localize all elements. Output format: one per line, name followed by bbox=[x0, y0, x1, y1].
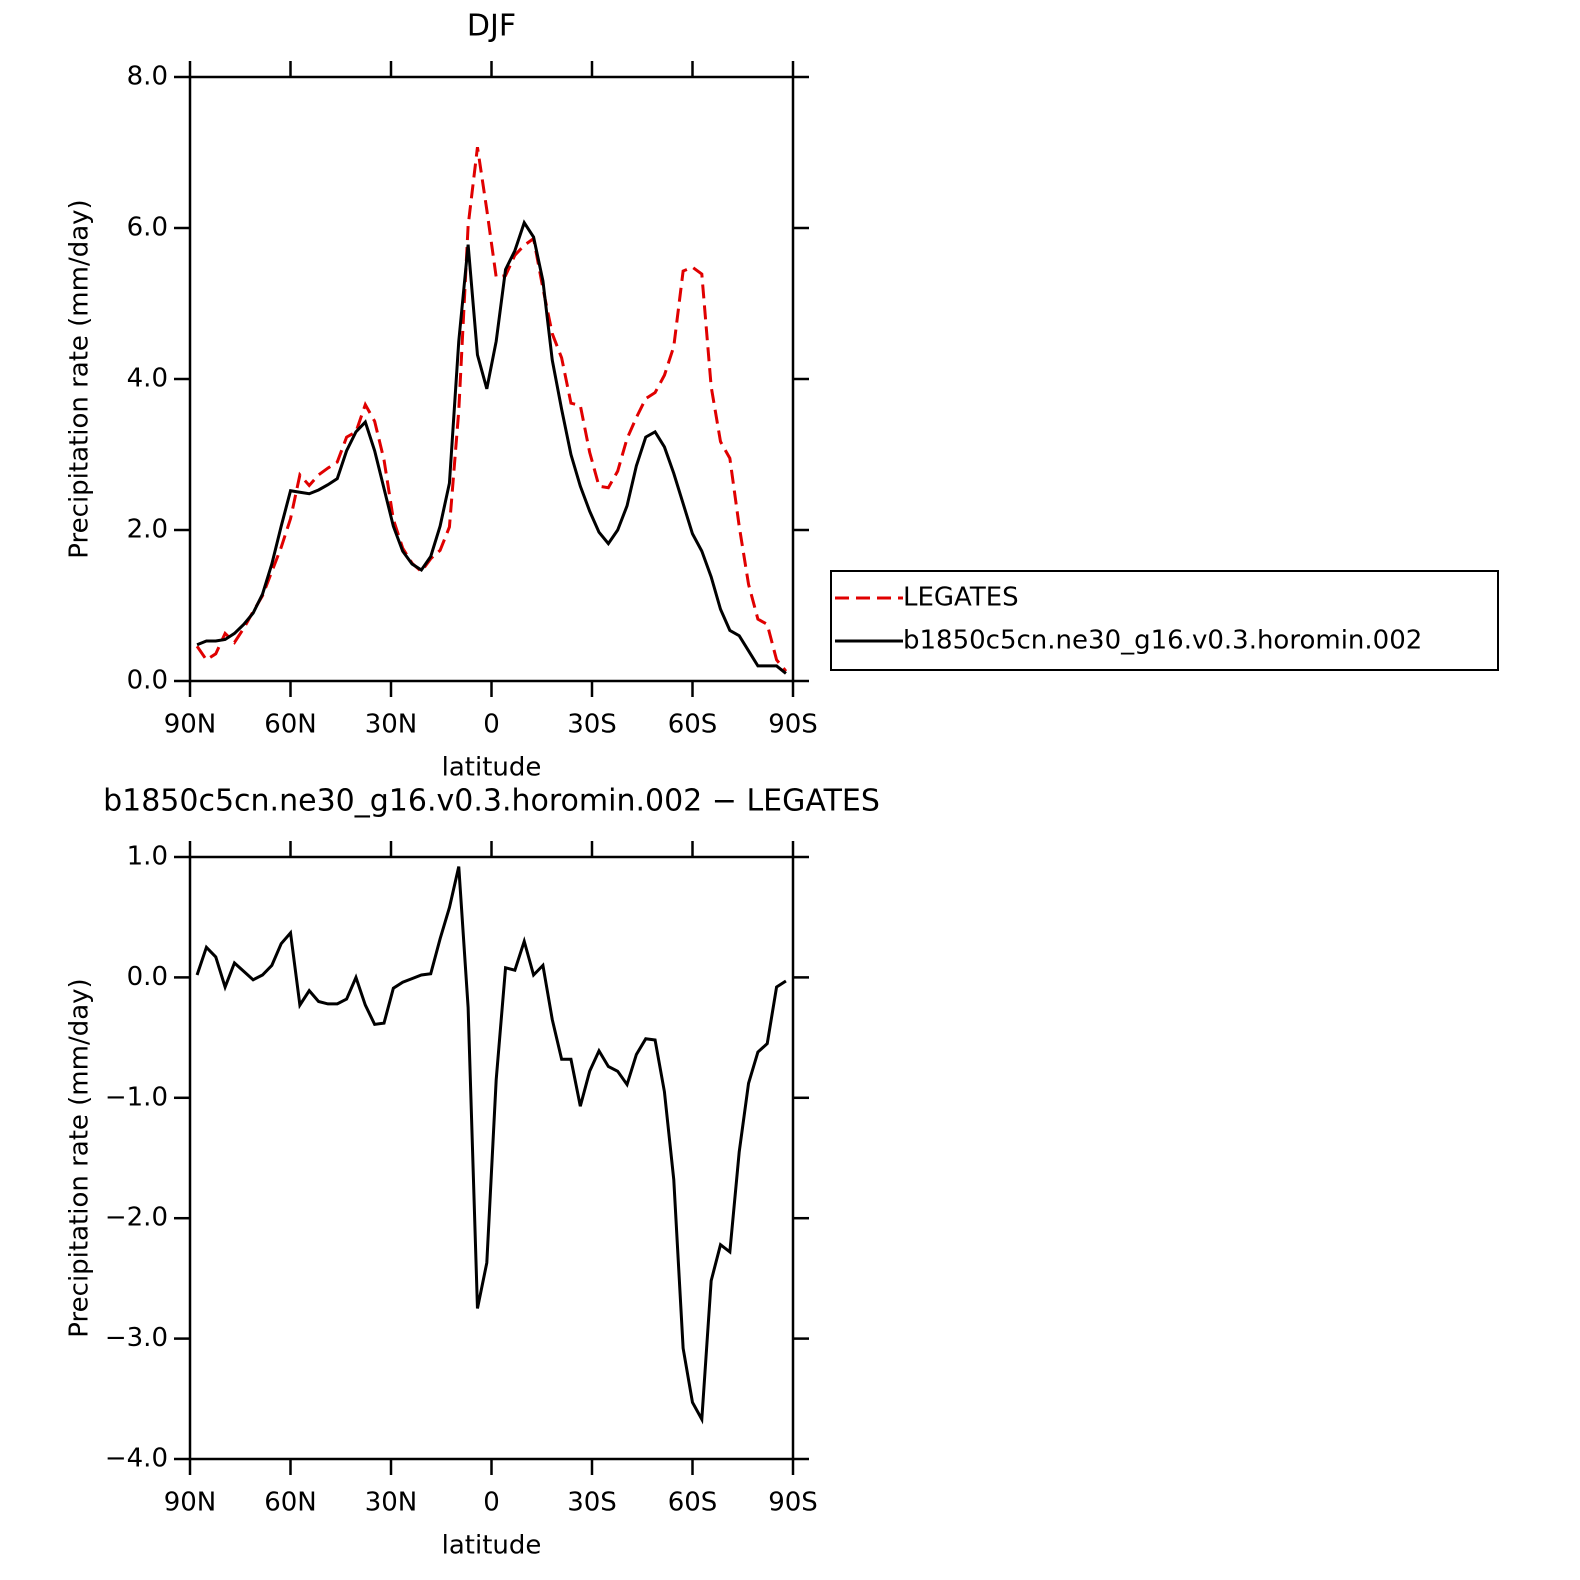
plot-frame bbox=[188, 75, 795, 683]
y-tick-label: 4.0 bbox=[127, 364, 168, 394]
y-axis-label: Precipitation rate (mm/day) bbox=[65, 199, 95, 558]
data-line bbox=[196, 219, 787, 675]
y-tick-label: −1.0 bbox=[105, 1082, 168, 1112]
y-tick-label: −2.0 bbox=[105, 1203, 168, 1233]
x-axis-label: latitude bbox=[442, 753, 542, 783]
y-tick-label: 1.0 bbox=[127, 842, 168, 872]
y-tick-label: −3.0 bbox=[105, 1323, 168, 1353]
legend-box bbox=[830, 570, 1499, 671]
y-axis-label: Precipitation rate (mm/day) bbox=[65, 978, 95, 1337]
panel: b1850c5cn.ne30_g16.v0.3.horomin.002 − LE… bbox=[65, 784, 880, 1561]
x-tick-label: 90S bbox=[768, 1488, 818, 1518]
data-line bbox=[195, 866, 787, 1425]
x-tick-label: 30S bbox=[567, 710, 617, 740]
x-tick-label: 60S bbox=[668, 710, 718, 740]
y-tick-label: 6.0 bbox=[127, 213, 168, 243]
x-tick-label: 30S bbox=[567, 1488, 617, 1518]
x-tick-label: 90N bbox=[164, 1488, 217, 1518]
y-tick-label: −4.0 bbox=[105, 1444, 168, 1474]
x-tick-label: 60S bbox=[668, 1488, 718, 1518]
y-tick-label: 8.0 bbox=[127, 62, 168, 92]
legend-label: b1850c5cn.ne30_g16.v0.3.horomin.002 bbox=[903, 626, 1422, 656]
chart-title: b1850c5cn.ne30_g16.v0.3.horomin.002 − LE… bbox=[103, 784, 880, 819]
x-tick-label: 30N bbox=[365, 1488, 418, 1518]
panel: DJF 0.0 2.0 4.0 6.0 8.0 90N 60N 30N 0 30S 60S 90S lat… bbox=[65, 9, 1499, 783]
x-tick-label: 60N bbox=[264, 1488, 317, 1518]
legend-label: LEGATES bbox=[903, 583, 1019, 613]
x-tick-label: 90N bbox=[164, 710, 217, 740]
x-axis-label: latitude bbox=[442, 1531, 542, 1561]
x-tick-label: 60N bbox=[264, 710, 317, 740]
y-tick-label: 0.0 bbox=[127, 962, 168, 992]
x-tick-label: 90S bbox=[768, 710, 818, 740]
x-tick-label: 0 bbox=[483, 710, 500, 740]
x-tick-label: 30N bbox=[365, 710, 418, 740]
y-tick-label: 0.0 bbox=[127, 666, 168, 696]
y-tick-label: 2.0 bbox=[127, 515, 168, 545]
x-tick-label: 0 bbox=[483, 1488, 500, 1518]
chart-title: DJF bbox=[467, 9, 516, 44]
data-line bbox=[195, 146, 788, 673]
